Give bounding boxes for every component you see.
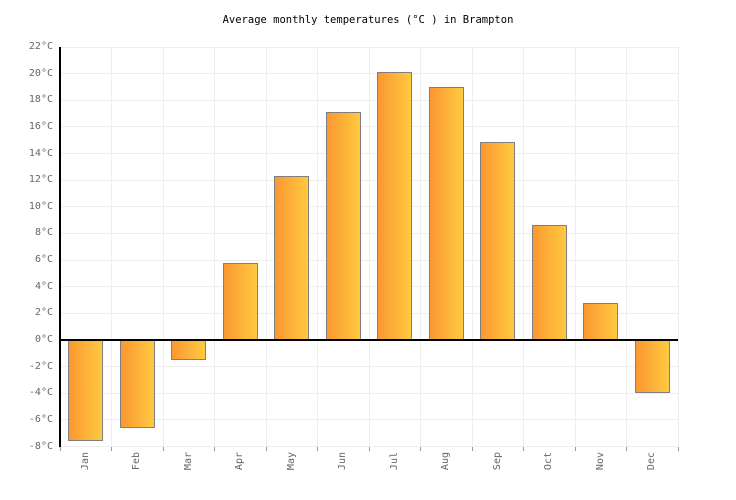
y-axis-tick-label: -2°C [28, 360, 53, 372]
y-axis-tick-label: 16°C [28, 120, 53, 132]
gridline-vertical [162, 47, 164, 447]
gridline-vertical [523, 47, 524, 447]
gridline-vertical [574, 47, 576, 447]
y-axis-tick-label: 0°C [34, 333, 53, 345]
bar-jan [68, 339, 104, 442]
x-axis-label-may: May [285, 452, 297, 471]
bar-jun [325, 112, 361, 340]
zero-baseline [60, 338, 678, 341]
bar-may [274, 176, 310, 340]
bar-sep [480, 141, 516, 340]
y-axis [59, 47, 61, 447]
x-axis-label-mar: Mar [182, 452, 194, 471]
x-axis-tick-mark [162, 446, 164, 451]
bar-jul [377, 72, 413, 340]
bar-apr [222, 262, 258, 340]
x-axis-label-jul: Jul [388, 452, 400, 471]
bar-nov [583, 302, 619, 340]
gridline-vertical [214, 47, 215, 447]
gridline-vertical [471, 47, 473, 447]
y-axis-tick-label: -6°C [28, 413, 53, 425]
x-axis-label-jun: Jun [337, 452, 349, 471]
x-axis-label-dec: Dec [646, 452, 658, 471]
x-axis-tick-mark [368, 446, 370, 451]
y-axis-tick-label: 22°C [28, 41, 53, 52]
gridline-vertical [420, 47, 421, 447]
x-axis-label-jan: Jan [79, 452, 91, 471]
y-axis-tick-label: 2°C [34, 307, 53, 319]
chart-title: Average monthly temperatures (°C ) in Br… [222, 14, 514, 26]
bar-dec [634, 339, 670, 394]
x-axis-label-apr: Apr [234, 452, 246, 471]
y-axis-tick-label: 6°C [34, 254, 53, 266]
gridline-vertical [111, 47, 112, 447]
y-axis-tick-label: 10°C [28, 200, 53, 212]
x-axis-tick-mark [59, 446, 61, 451]
y-axis-tick-label: 18°C [28, 94, 53, 106]
bar-oct [531, 225, 567, 340]
x-axis-label-nov: Nov [594, 452, 606, 471]
x-axis-tick-mark [471, 446, 473, 451]
gridline-vertical [317, 47, 318, 447]
gridline-vertical [677, 47, 679, 447]
x-axis-label-aug: Aug [440, 452, 452, 471]
x-axis-tick-mark [420, 446, 421, 451]
x-axis-tick-mark [214, 446, 215, 451]
x-axis-label-sep: Sep [491, 452, 503, 471]
x-axis-label-feb: Feb [131, 452, 143, 471]
x-axis-tick-mark [677, 446, 679, 451]
x-axis-tick-mark [265, 446, 267, 451]
y-axis-tick-label: -4°C [28, 387, 53, 399]
gridline-vertical [626, 47, 627, 447]
bar-aug [428, 86, 464, 340]
y-axis-tick-label: -8°C [28, 440, 53, 452]
y-axis-tick-label: 8°C [34, 227, 53, 239]
y-axis-tick-label: 20°C [28, 67, 53, 79]
x-axis-tick-mark [111, 446, 112, 451]
bar-mar [171, 339, 207, 360]
x-axis-tick-mark [626, 446, 627, 451]
x-axis-tick-mark [523, 446, 524, 451]
y-axis-tick-label: 14°C [28, 147, 53, 159]
bar-feb [119, 339, 155, 428]
x-axis-tick-mark [317, 446, 318, 451]
x-axis-label-oct: Oct [543, 452, 555, 471]
y-axis-tick-label: 4°C [34, 280, 53, 292]
y-axis-tick-label: 12°C [28, 174, 53, 186]
gridline-vertical [368, 47, 370, 447]
gridline-vertical [265, 47, 267, 447]
x-axis-tick-mark [574, 446, 576, 451]
